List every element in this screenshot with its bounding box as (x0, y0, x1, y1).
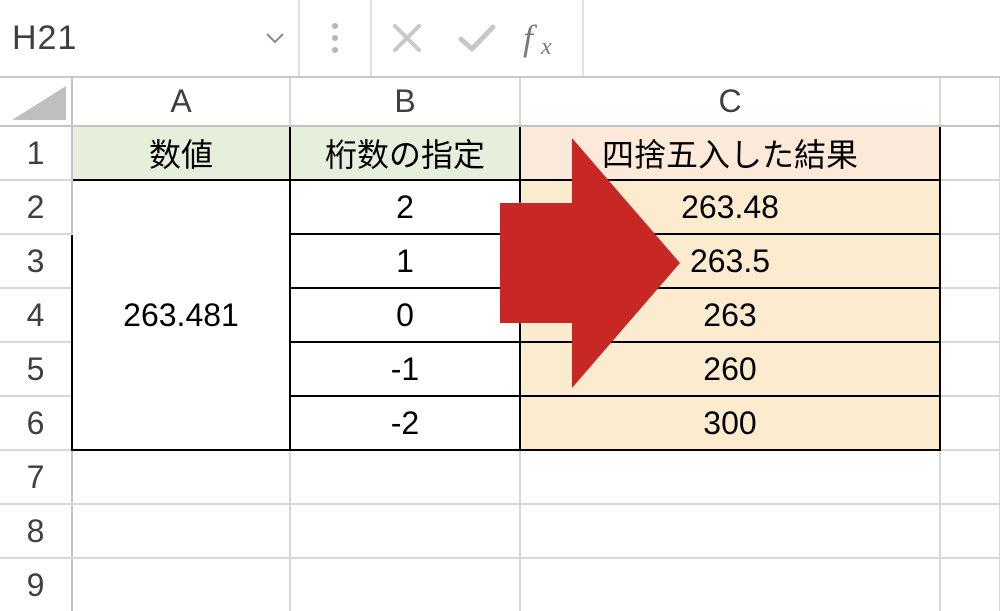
cell-A7[interactable] (72, 450, 290, 504)
row-header[interactable]: 2 (0, 180, 72, 234)
fx-icon[interactable]: f x (512, 0, 584, 76)
worksheet[interactable]: A B C 1 数値 桁数の指定 四捨五入した結果 2 263.481 2 26… (0, 78, 1000, 611)
column-header-pad (940, 78, 1000, 126)
select-all-corner[interactable] (0, 78, 72, 126)
cell-C7[interactable] (520, 450, 940, 504)
cell-pad[interactable] (940, 342, 1000, 396)
column-header-B[interactable]: B (290, 78, 520, 126)
cell-B7[interactable] (290, 450, 520, 504)
cell-C9[interactable] (520, 558, 940, 611)
table-row: 7 (0, 450, 1000, 504)
row-header[interactable]: 7 (0, 450, 72, 504)
table-row: 8 (0, 504, 1000, 558)
cell-B1[interactable]: 桁数の指定 (290, 126, 520, 180)
cell-A8[interactable] (72, 504, 290, 558)
cell-B8[interactable] (290, 504, 520, 558)
cell-pad[interactable] (940, 126, 1000, 180)
cell-A1[interactable]: 数値 (72, 126, 290, 180)
chevron-down-icon[interactable] (262, 32, 288, 44)
column-header-A[interactable]: A (72, 78, 290, 126)
cell-C1[interactable]: 四捨五入した結果 (520, 126, 940, 180)
row-header[interactable]: 4 (0, 288, 72, 342)
cancel-icon (372, 0, 442, 76)
cell-C5[interactable]: 260 (520, 342, 940, 396)
column-header-C[interactable]: C (520, 78, 940, 126)
svg-text:x: x (540, 34, 552, 58)
cell-B3[interactable]: 1 (290, 234, 520, 288)
table-row: 2 263.481 2 263.48 (0, 180, 1000, 234)
formula-input[interactable] (584, 0, 1000, 76)
cell-pad[interactable] (940, 504, 1000, 558)
table-row: 1 数値 桁数の指定 四捨五入した結果 (0, 126, 1000, 180)
name-box-value: H21 (12, 19, 262, 58)
confirm-icon (442, 0, 512, 76)
formula-bar: H21 f x (0, 0, 1000, 78)
cell-A-merged[interactable]: 263.481 (72, 180, 290, 450)
column-headers: A B C (0, 78, 1000, 126)
cell-C2[interactable]: 263.48 (520, 180, 940, 234)
table-row: 9 (0, 558, 1000, 611)
cell-B2[interactable]: 2 (290, 180, 520, 234)
more-icon[interactable] (300, 0, 372, 76)
cell-pad[interactable] (940, 558, 1000, 611)
cell-A9[interactable] (72, 558, 290, 611)
row-header[interactable]: 1 (0, 126, 72, 180)
cell-B4[interactable]: 0 (290, 288, 520, 342)
row-header[interactable]: 9 (0, 558, 72, 611)
row-header[interactable]: 6 (0, 396, 72, 450)
cell-pad[interactable] (940, 288, 1000, 342)
cell-B6[interactable]: -2 (290, 396, 520, 450)
cell-B5[interactable]: -1 (290, 342, 520, 396)
row-header[interactable]: 8 (0, 504, 72, 558)
cell-C6[interactable]: 300 (520, 396, 940, 450)
cell-pad[interactable] (940, 450, 1000, 504)
cell-pad[interactable] (940, 180, 1000, 234)
row-header[interactable]: 3 (0, 234, 72, 288)
cell-C4[interactable]: 263 (520, 288, 940, 342)
name-box[interactable]: H21 (0, 0, 300, 76)
cell-pad[interactable] (940, 396, 1000, 450)
grid: A B C 1 数値 桁数の指定 四捨五入した結果 2 263.481 2 26… (0, 78, 1000, 611)
cell-pad[interactable] (940, 234, 1000, 288)
svg-text:f: f (523, 18, 538, 58)
cell-C3[interactable]: 263.5 (520, 234, 940, 288)
cell-C8[interactable] (520, 504, 940, 558)
row-header[interactable]: 5 (0, 342, 72, 396)
cell-B9[interactable] (290, 558, 520, 611)
